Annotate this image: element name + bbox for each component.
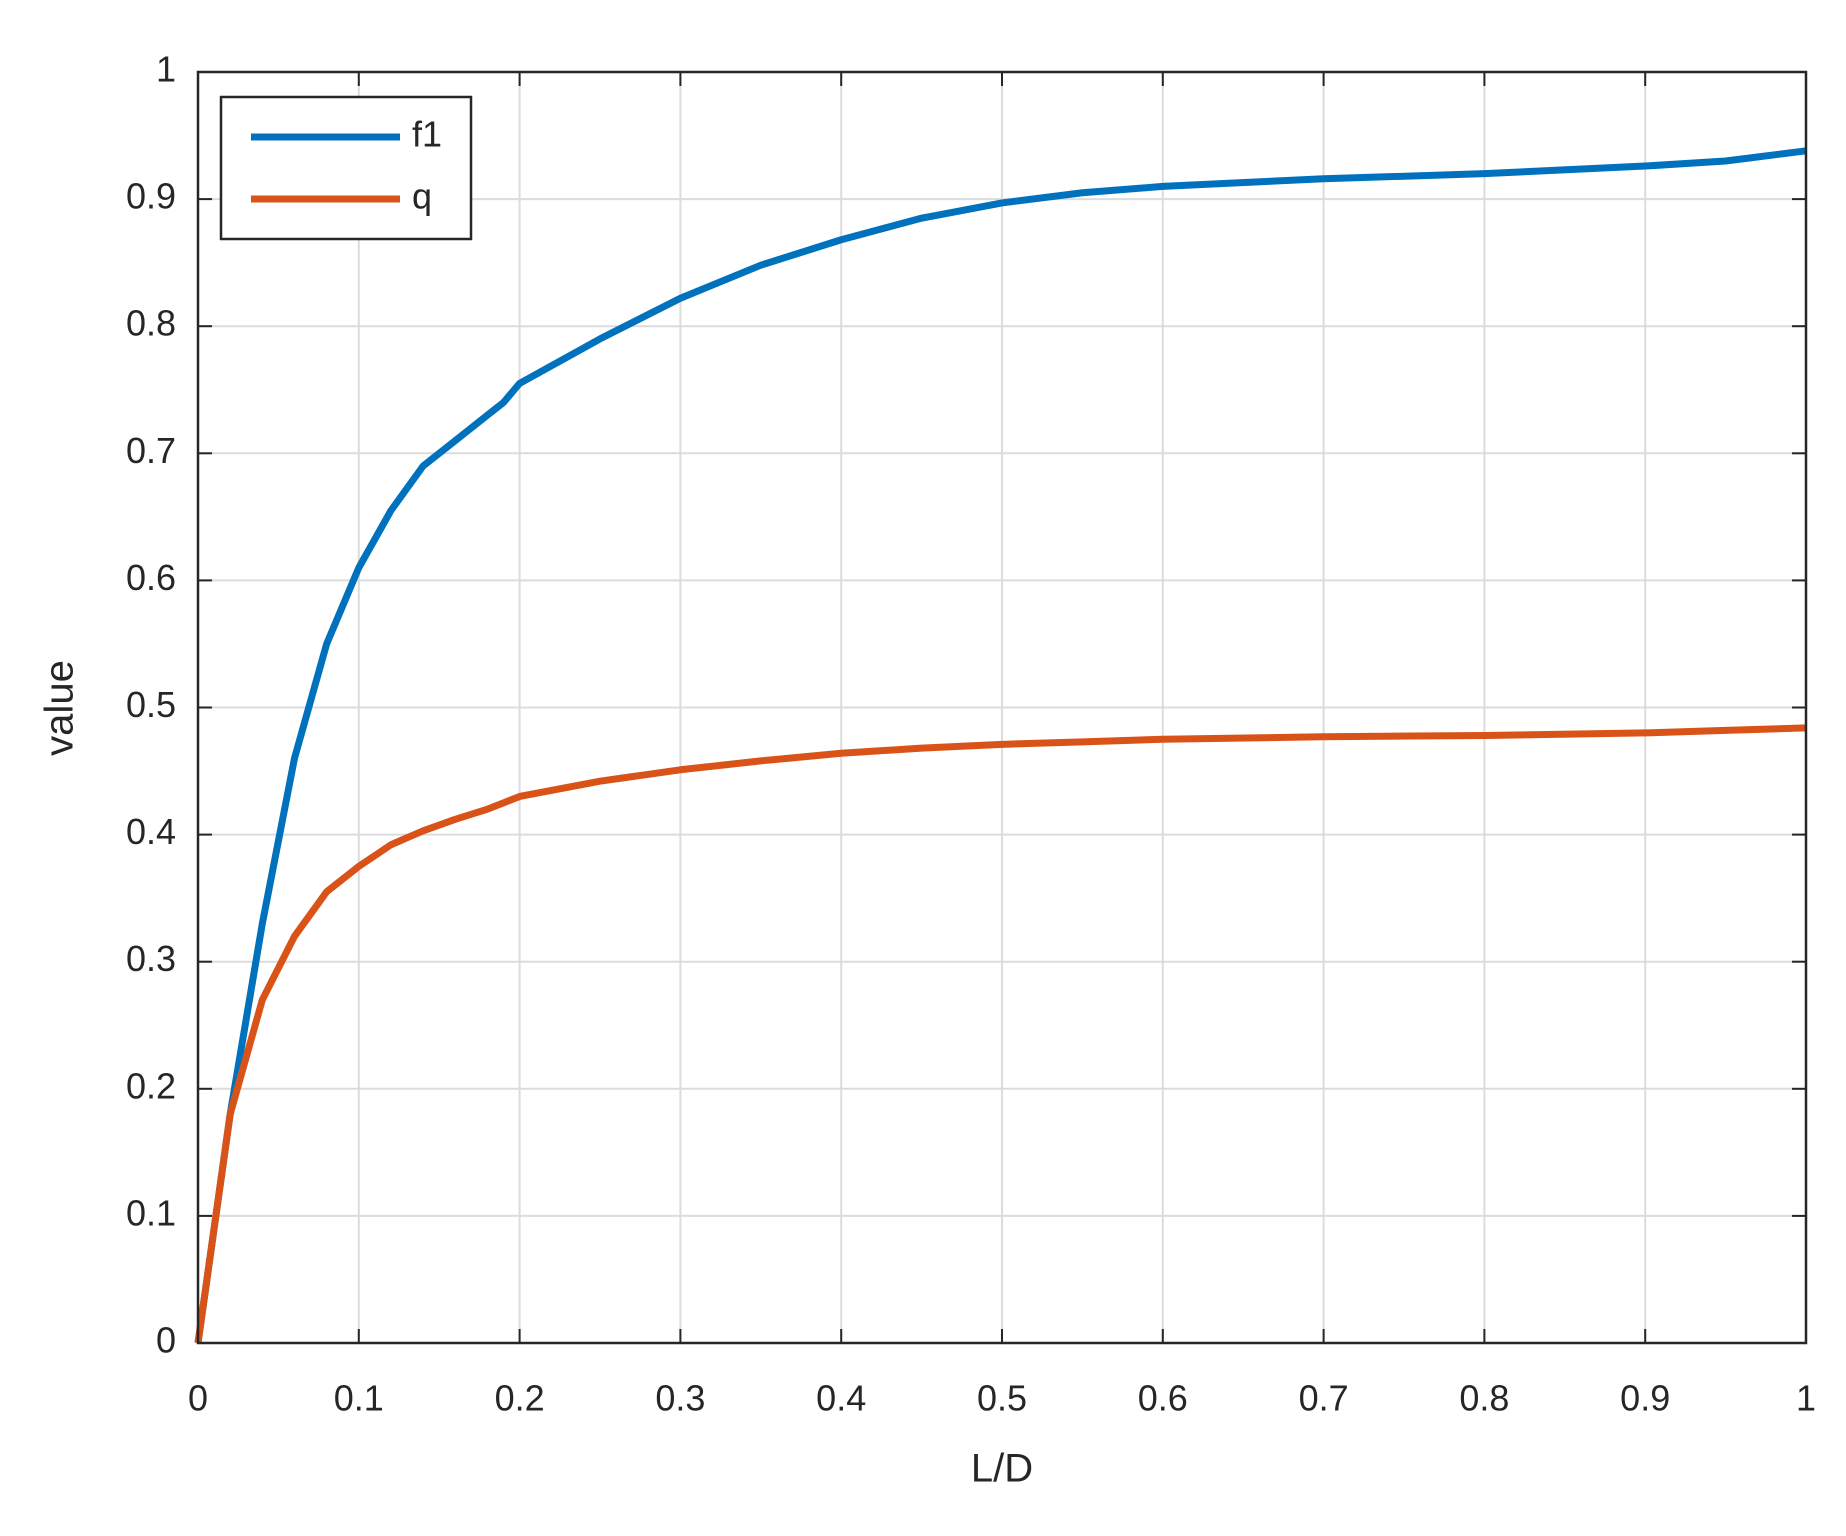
y-tick-label: 0.5 (126, 684, 176, 725)
x-tick-label: 0.7 (1299, 1378, 1349, 1419)
legend-label: q (412, 176, 432, 217)
legend-label: f1 (412, 114, 442, 155)
x-tick-label: 0 (188, 1378, 208, 1419)
data-line (194, 147, 1807, 1344)
x-tick-label: 0.8 (1459, 1378, 1509, 1419)
x-tick-label: 0.3 (655, 1378, 705, 1419)
y-tick-label: 0.7 (126, 430, 176, 471)
y-tick-label: 0.3 (126, 938, 176, 979)
y-tick-label: 0.6 (126, 557, 176, 598)
legend-box (219, 95, 473, 241)
x-axis-label: L/D (971, 1447, 1033, 1491)
x-tick-label: 0.6 (1138, 1378, 1188, 1419)
axes-box (196, 70, 1808, 1345)
x-tick-label: 0.4 (816, 1378, 866, 1419)
y-tick-label: 0.1 (126, 1192, 176, 1233)
x-tick-label: 0.2 (495, 1378, 545, 1419)
y-tick-label: 0 (156, 1320, 176, 1361)
y-tick-label: 1 (156, 49, 176, 90)
x-tick-label: 1 (1796, 1378, 1816, 1419)
y-tick-label: 0.8 (126, 303, 176, 344)
x-tick-label: 0.1 (334, 1378, 384, 1419)
y-tick-label: 0.9 (126, 176, 176, 217)
y-axis-label: value (38, 660, 82, 756)
x-tick-label: 0.9 (1620, 1378, 1670, 1419)
data-line (194, 724, 1807, 1344)
y-tick-label: 0.2 (126, 1065, 176, 1106)
x-tick-label: 0.5 (977, 1378, 1027, 1419)
y-tick-label: 0.4 (126, 811, 176, 852)
